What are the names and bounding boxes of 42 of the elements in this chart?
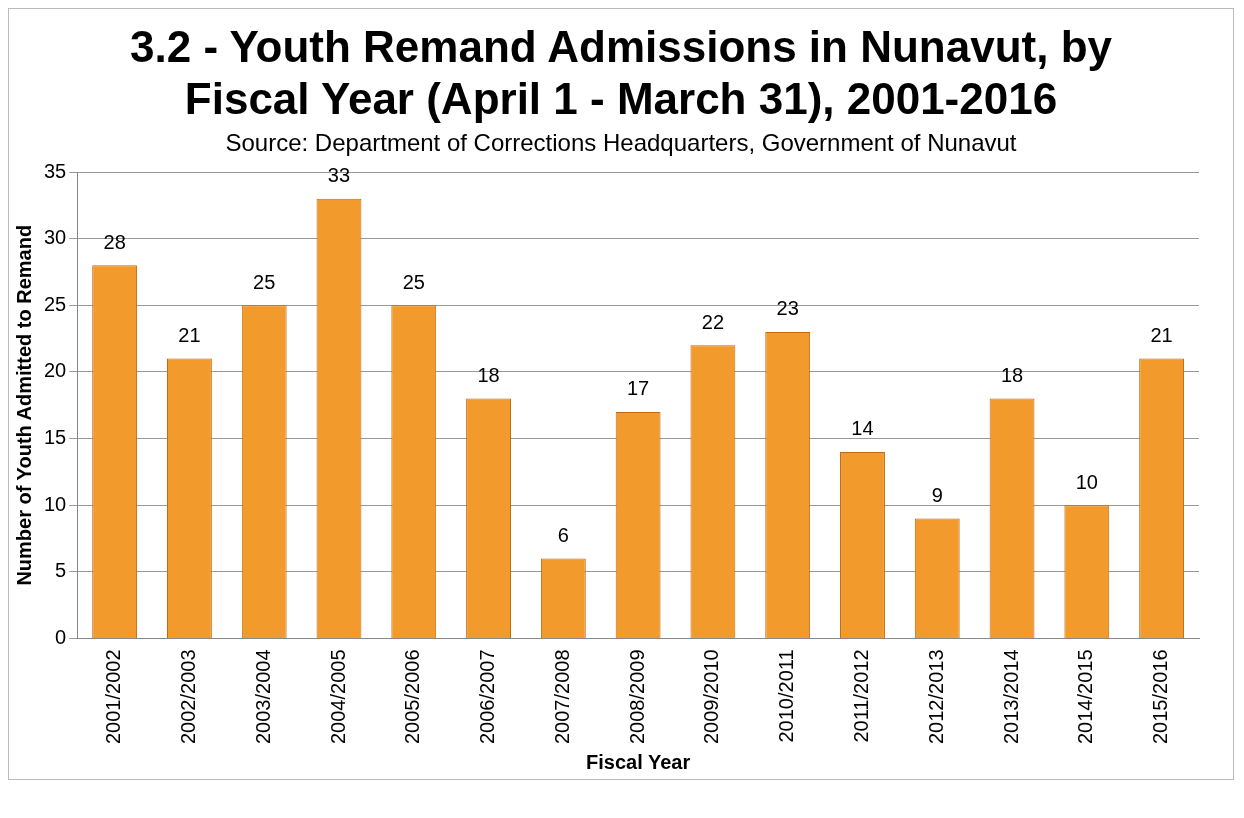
data-label: 6: [557, 524, 569, 547]
data-label: 21: [178, 324, 201, 347]
data-label: 18: [477, 364, 500, 387]
y-tick-label: 35: [44, 159, 67, 182]
x-tick-label: 2011/2012: [849, 649, 872, 743]
x-axis-title: Fiscal Year: [586, 750, 691, 773]
data-label: 21: [1150, 324, 1173, 347]
y-tick-label: 15: [44, 426, 67, 449]
x-tick-label: 2001/2002: [102, 649, 125, 745]
x-tick-label: 2007/2008: [550, 649, 573, 745]
data-label: 17: [627, 377, 650, 400]
data-label: 9: [931, 484, 943, 507]
y-tick-label: 20: [44, 359, 67, 382]
x-tick-label: 2009/2010: [700, 649, 723, 745]
y-axis-title: Number of Youth Admitted to Remand: [12, 224, 35, 586]
data-label: 22: [701, 310, 725, 333]
y-tick-label: 0: [55, 625, 67, 648]
y-tick-label: 25: [44, 292, 67, 315]
x-tick-label: 2013/2014: [999, 649, 1022, 745]
x-tick-label: 2015/2016: [1149, 649, 1172, 745]
x-tick-label: 2002/2003: [176, 649, 199, 745]
x-tick-label: 2006/2007: [476, 649, 499, 745]
y-tick-label: 10: [44, 492, 67, 515]
data-label: 33: [327, 164, 351, 187]
data-label: 23: [776, 297, 799, 320]
chart-subtitle: Source: Department of Corrections Headquarters, Government of Nunavut: [224, 129, 1018, 157]
data-label: 25: [253, 270, 276, 293]
chart-title: 3.2 - Youth Remand Admissions in Nunavut, by Fiscal Year (April 1 - March 31), 2001-2016: [129, 21, 1113, 125]
x-tick-label: 2005/2006: [401, 649, 424, 745]
x-tick-label: 2008/2009: [625, 649, 648, 745]
data-label: 10: [1075, 470, 1098, 493]
y-tick-label: 5: [55, 559, 67, 582]
data-label: 14: [851, 417, 874, 440]
x-tick-label: 2012/2013: [924, 649, 947, 745]
data-label: 28: [103, 230, 126, 253]
data-label: 25: [402, 270, 425, 293]
x-tick-label: 2003/2004: [251, 649, 274, 745]
x-tick-label: 2014/2015: [1074, 649, 1097, 745]
data-label: 18: [1000, 364, 1024, 387]
y-tick-label: 30: [44, 226, 67, 249]
x-tick-label: 2004/2005: [326, 649, 349, 745]
x-tick-label: 2010/2011: [775, 649, 798, 743]
